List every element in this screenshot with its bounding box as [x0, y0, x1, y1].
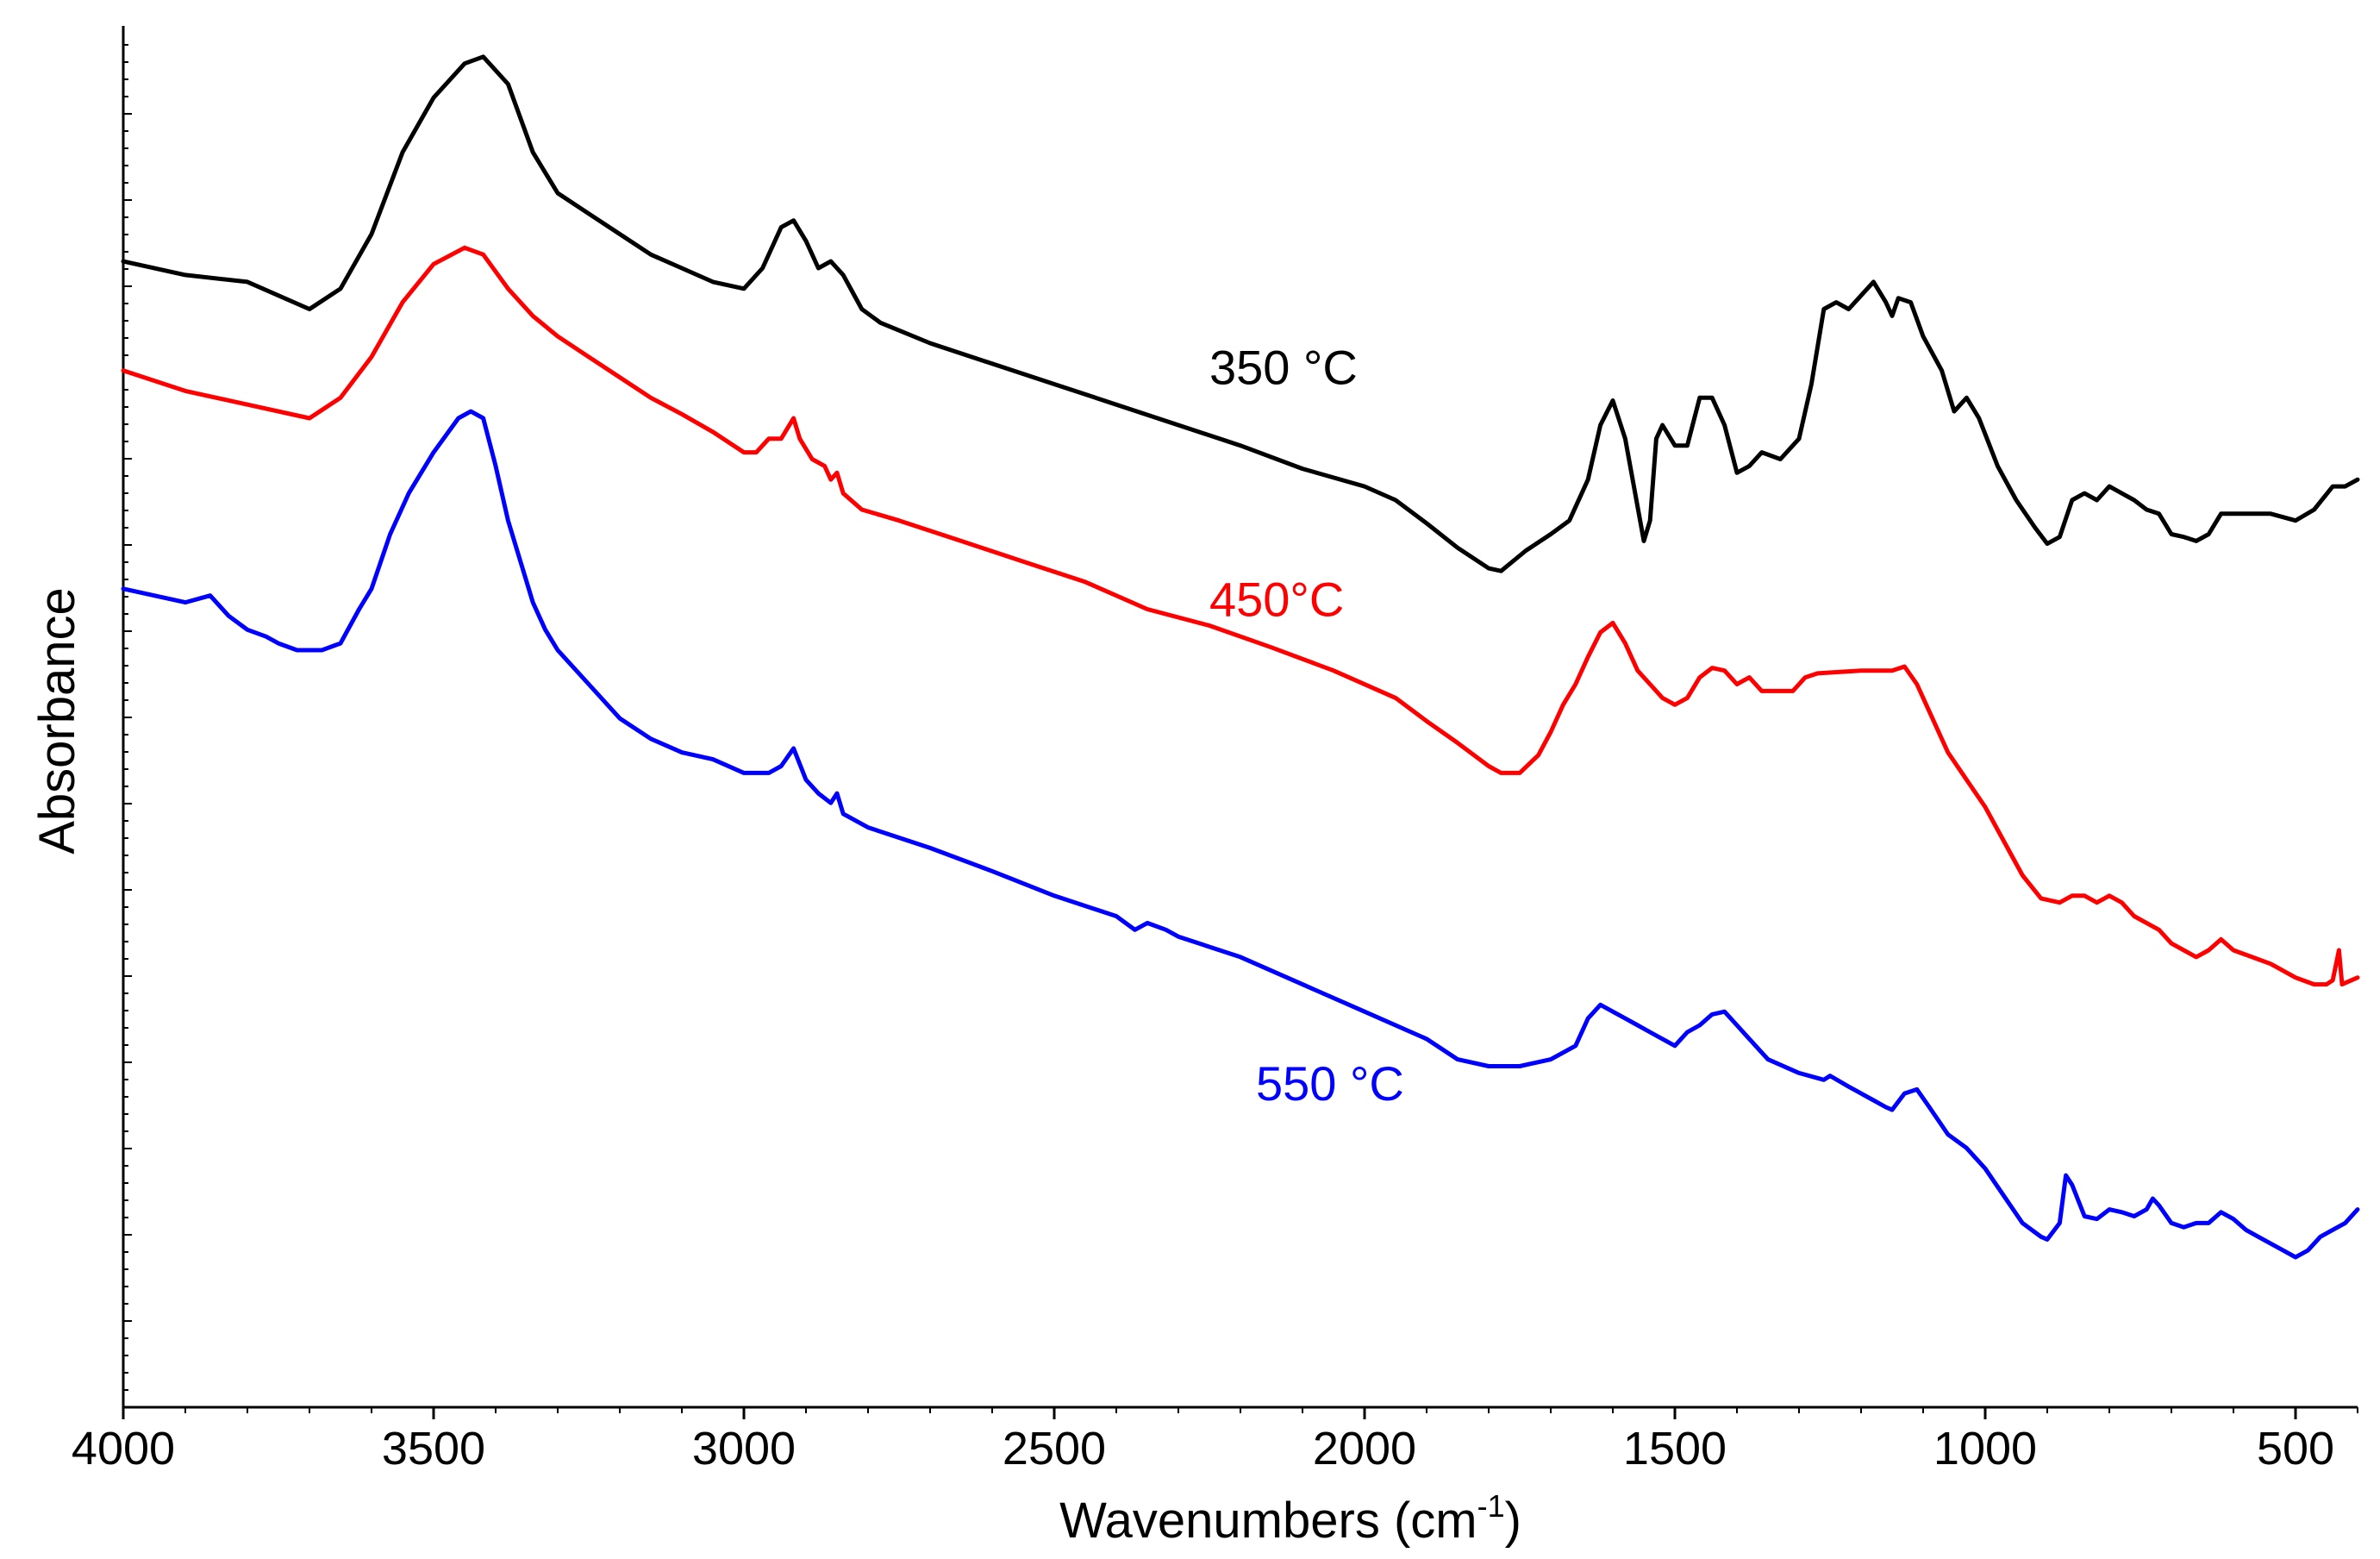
y-axis-minor-ticks — [123, 44, 132, 1408]
x-tick-label: 1000 — [1933, 1423, 2037, 1474]
x-tick-label: 2500 — [1003, 1423, 1106, 1474]
x-tick-label: 4000 — [72, 1423, 175, 1474]
series-line-1 — [121, 54, 2360, 573]
series-label-3: 550 °C — [1256, 1056, 1404, 1111]
y-axis-title: Absorbance — [29, 587, 85, 855]
series-labels: 350 °C 450°C 550 °C — [1209, 341, 1404, 1111]
plot-area: 4000 3500 3000 2500 2000 1500 1000 500 350 °C 45… — [72, 26, 2360, 1474]
x-axis-ticks: 4000 3500 3000 2500 2000 1500 1000 500 — [72, 1407, 2358, 1474]
series-label-2: 450°C — [1209, 572, 1344, 626]
x-tick-label: 3000 — [692, 1423, 796, 1474]
x-axis-title-superscript: -1 — [1477, 1488, 1505, 1524]
x-tick-label: 3500 — [382, 1423, 485, 1474]
x-axis-title: Wavenumbers (cm-1) — [1059, 1488, 1521, 1549]
series-lines — [121, 54, 2360, 1260]
x-tick-label: 500 — [2257, 1423, 2334, 1474]
series-label-1: 350 °C — [1209, 341, 1358, 395]
x-tick-label: 1500 — [1623, 1423, 1727, 1474]
series-line-3 — [121, 409, 2360, 1260]
x-axis-title-close: ) — [1505, 1493, 1521, 1549]
series-line-2 — [121, 245, 2360, 987]
x-tick-label: 2000 — [1313, 1423, 1416, 1474]
x-axis-title-text: Wavenumbers (cm — [1059, 1493, 1477, 1549]
